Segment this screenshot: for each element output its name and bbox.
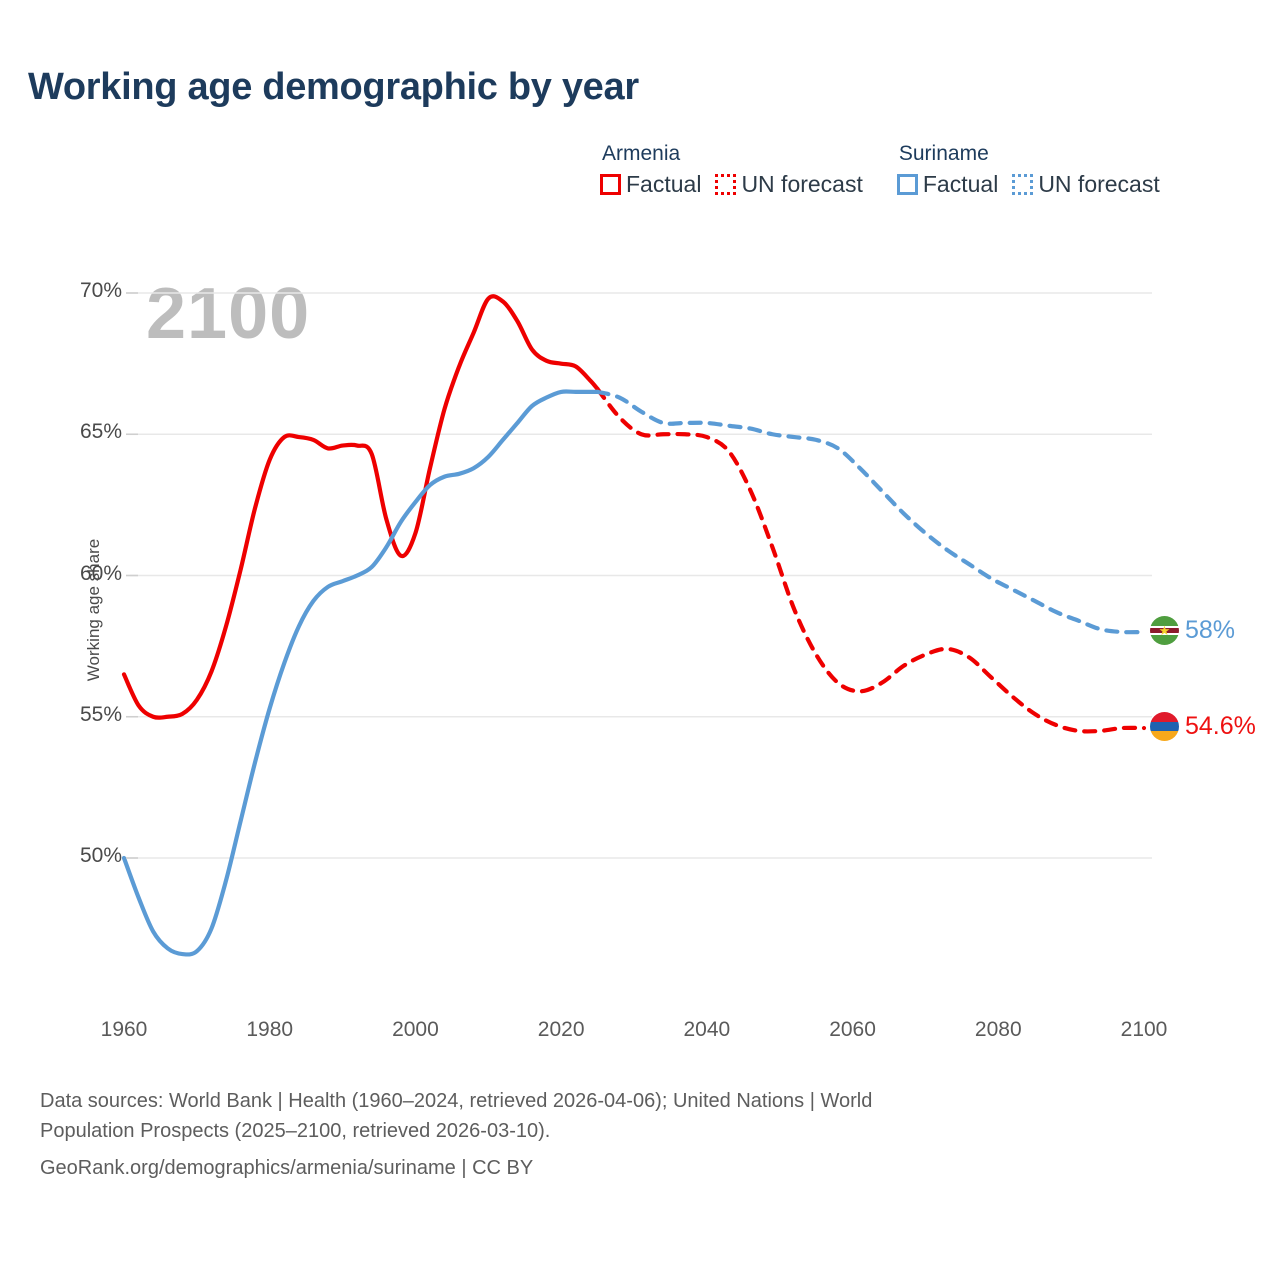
x-axis-tick-1980: 1980 — [246, 1018, 294, 1041]
end-label-armenia[interactable]: 54.6% — [1150, 712, 1256, 742]
legend-item-suriname-factual[interactable]: Factual — [896, 171, 999, 198]
legend-swatch-dotted-red-icon — [715, 174, 737, 196]
x-axis-tick-2020: 2020 — [537, 1018, 585, 1041]
footer-line-sources-2: Population Prospects (2025–2100, retriev… — [40, 1120, 551, 1143]
legend-country-suriname: Suriname — [898, 142, 989, 165]
suriname-flag-icon: ★ — [1150, 616, 1179, 645]
series-line-suriname-factual — [121, 389, 600, 957]
legend-label-armenia-forecast: UN forecast — [741, 171, 863, 198]
chart-legend: Armenia Factual UN forecast Suriname Fac… — [600, 142, 1160, 198]
legend-item-armenia-factual[interactable]: Factual — [600, 171, 701, 198]
legend-swatch-solid-blue-icon — [896, 174, 918, 196]
y-axis-title: Working age share — [84, 538, 103, 682]
series-line-armenia-factual — [121, 294, 600, 720]
year-watermark: 2100 — [146, 274, 311, 354]
x-axis-tick-1960: 1960 — [100, 1018, 148, 1041]
legend-country-armenia: Armenia — [602, 142, 681, 165]
x-axis-tick-2060: 2060 — [829, 1018, 876, 1041]
legend-group-suriname: Suriname Factual UN forecast — [896, 142, 1160, 198]
legend-item-suriname-forecast[interactable]: UN forecast — [1012, 171, 1160, 198]
x-axis-tick-2100: 2100 — [1120, 1018, 1168, 1041]
end-label-suriname[interactable]: ★ 58% — [1150, 616, 1235, 645]
x-axis-tick-2080: 2080 — [974, 1018, 1022, 1041]
footer-line-attribution[interactable]: GeoRank.org/demographics/armenia/surinam… — [40, 1156, 534, 1179]
legend-group-armenia: Armenia Factual UN forecast — [600, 142, 863, 198]
end-label-value-suriname: 58% — [1185, 616, 1236, 644]
page-title: Working age demographic by year — [28, 66, 639, 108]
legend-label-armenia-factual: Factual — [626, 171, 702, 198]
series-line-armenia-forecast — [595, 386, 1147, 734]
y-axis-tick-60: 60% — [79, 561, 122, 585]
legend-item-armenia-forecast[interactable]: UN forecast — [715, 171, 863, 198]
end-label-value-armenia: 54.6% — [1185, 712, 1256, 741]
x-axis-tick-2000: 2000 — [392, 1018, 439, 1041]
legend-swatch-dotted-blue-icon — [1012, 174, 1034, 196]
footer-line-sources-1: Data sources: World Bank | Health (1960–… — [40, 1090, 873, 1112]
y-axis-tick-65: 65% — [79, 420, 122, 444]
chart-footer: Data sources: World Bank | Health (1960–… — [40, 1086, 1240, 1183]
y-axis-tick-55: 55% — [79, 702, 122, 726]
legend-label-suriname-factual: Factual — [922, 171, 999, 198]
y-axis-tick-70: 70% — [79, 279, 122, 302]
y-axis-tick-50: 50% — [79, 844, 122, 867]
legend-label-suriname-forecast: UN forecast — [1038, 171, 1160, 198]
series-line-suriname-forecast — [595, 389, 1147, 635]
legend-swatch-solid-red-icon — [600, 174, 621, 196]
x-axis-tick-2040: 2040 — [683, 1018, 731, 1041]
armenia-flag-icon — [1150, 712, 1179, 742]
